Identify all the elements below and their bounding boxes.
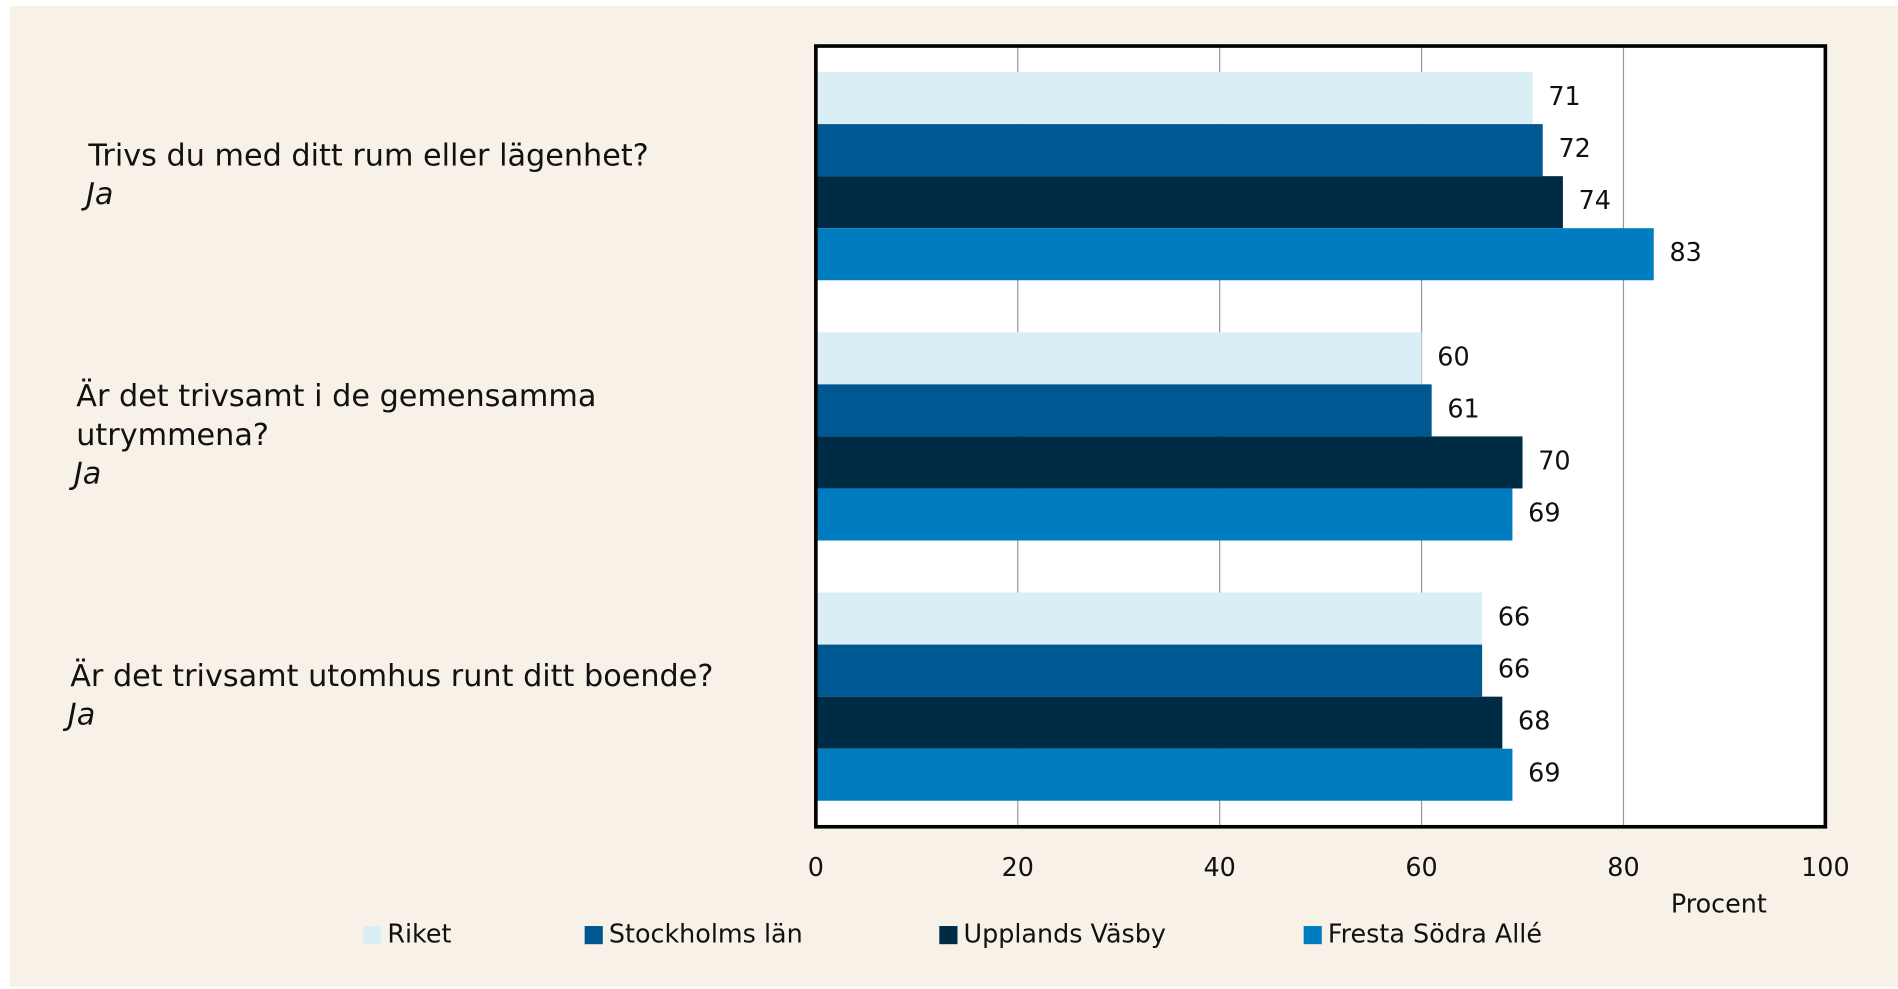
value-label: 69: [1528, 497, 1560, 527]
x-tick-label: 0: [808, 852, 824, 882]
value-label: 68: [1518, 706, 1550, 736]
legend-label: Fresta Södra Allé: [1328, 919, 1542, 949]
bar: [815, 384, 1432, 437]
value-label: 61: [1447, 393, 1479, 423]
bar: [815, 228, 1654, 281]
value-label: 74: [1579, 185, 1611, 215]
value-label: 70: [1538, 445, 1570, 475]
bar: [815, 488, 1513, 541]
bar: [815, 436, 1523, 489]
legend-label: Stockholms län: [609, 919, 803, 949]
x-tick-label: 80: [1607, 852, 1639, 882]
x-axis-label: Procent: [1671, 888, 1767, 918]
x-tick-label: 20: [1002, 852, 1034, 882]
category-note: Ja: [69, 457, 101, 492]
value-label: 71: [1548, 81, 1580, 111]
plot-frame: [814, 44, 1828, 829]
bar: [815, 592, 1483, 645]
value-label: 83: [1669, 237, 1701, 267]
bar: [815, 176, 1563, 229]
category-note: Ja: [81, 177, 113, 212]
bar: [815, 644, 1483, 697]
category-label: Är det trivsamt utomhus runt ditt boende…: [70, 658, 713, 694]
bar: [815, 124, 1543, 177]
bar: [815, 72, 1533, 125]
bar: [815, 748, 1513, 801]
category-label: Trivs du med ditt rum eller lägenhet?: [87, 138, 648, 173]
legend-label: Upplands Väsby: [964, 919, 1166, 949]
x-tick-label: 60: [1405, 852, 1437, 882]
legend-swatch: [1303, 926, 1322, 945]
value-label: 72: [1558, 133, 1590, 163]
bar: [815, 696, 1503, 749]
category-label: Är det trivsamt i de gemensamma: [76, 378, 596, 414]
value-label: 66: [1498, 654, 1530, 684]
legend-swatch: [584, 926, 603, 945]
legend-label: Riket: [387, 919, 451, 949]
legend-swatch: [363, 926, 382, 945]
bar: [815, 332, 1422, 385]
value-label: 69: [1528, 758, 1560, 788]
value-label: 66: [1498, 602, 1530, 632]
category-label: utrymmena?: [76, 418, 269, 453]
value-label: 60: [1437, 341, 1469, 371]
legend-swatch: [939, 926, 958, 945]
category-note: Ja: [63, 698, 95, 733]
x-tick-label: 100: [1801, 852, 1850, 882]
x-tick-label: 40: [1203, 852, 1235, 882]
